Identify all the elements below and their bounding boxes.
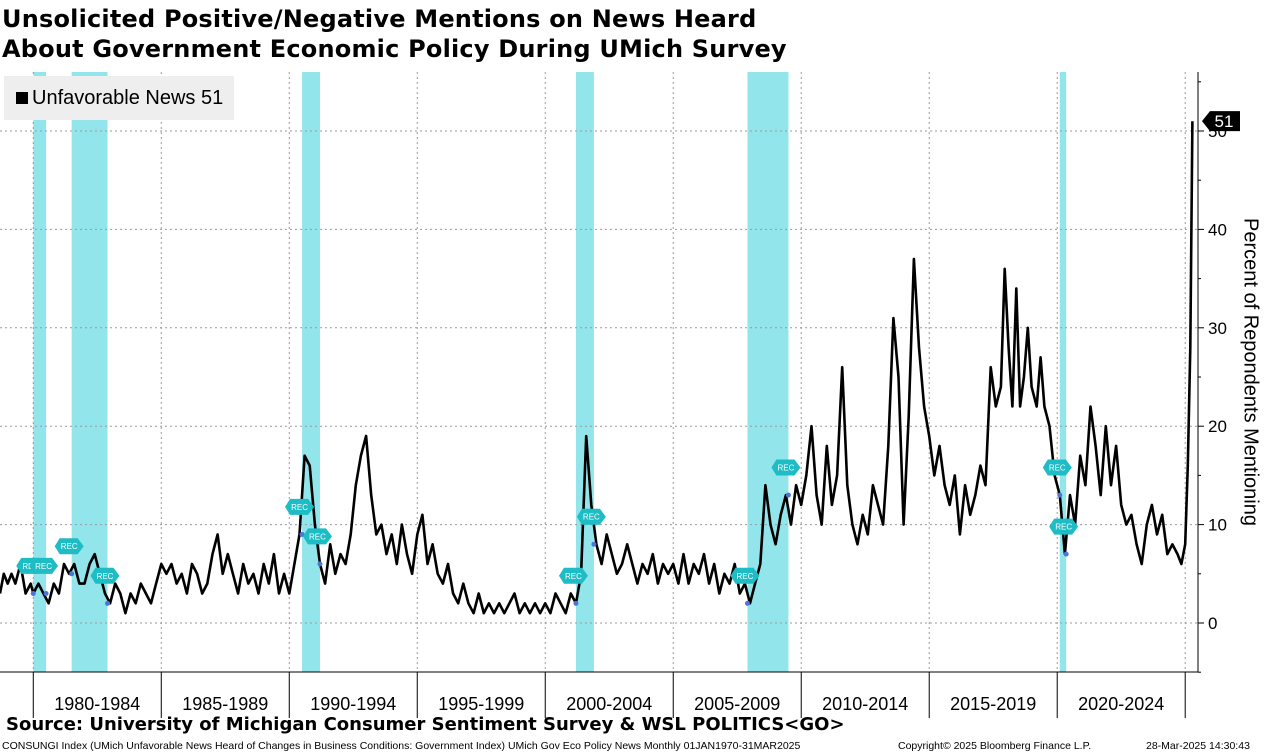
series-line-unfavorable-news <box>0 121 1194 615</box>
last-value-label: 51 <box>1215 112 1234 131</box>
footer-description: CONSUNGI Index (UMich Unfavorable News H… <box>2 740 801 752</box>
x-tick-label: 1980-1984 <box>54 694 140 714</box>
rec-marker-label: REC <box>97 572 114 581</box>
rec-point <box>573 600 579 606</box>
y-tick-label: 30 <box>1208 319 1227 338</box>
legend-swatch <box>16 92 28 104</box>
y-tick-label: 0 <box>1208 614 1217 633</box>
rec-point <box>299 531 305 537</box>
recession-band-0 <box>33 72 47 672</box>
rec-marker: REC <box>302 528 332 545</box>
x-tick-label: 1990-1994 <box>310 694 396 714</box>
y-axis-label: Percent of Repondents Mentioning <box>1239 218 1262 526</box>
chart-title-line-1: Unsolicited Positive/Negative Mentions o… <box>2 5 757 33</box>
rec-marker-label: REC <box>565 572 582 581</box>
legend[interactable]: Unfavorable News 51 <box>4 76 234 120</box>
rec-marker-shape <box>90 567 120 584</box>
rec-marker-label: REC <box>583 513 600 522</box>
rec-point <box>69 571 75 577</box>
recession-band-5 <box>1059 72 1067 672</box>
rec-point <box>105 600 111 606</box>
rec-marker-shape <box>771 459 801 476</box>
legend-label: Unfavorable News 51 <box>32 86 224 109</box>
rec-point <box>744 600 750 606</box>
rec-point <box>1063 551 1069 557</box>
rec-marker-label: REC <box>737 572 754 581</box>
x-tick-label: 2015-2019 <box>950 694 1036 714</box>
rec-marker: REC <box>90 567 120 584</box>
x-tick-label: 1985-1989 <box>182 694 268 714</box>
x-tick-label: 2010-2014 <box>822 694 908 714</box>
rec-marker-shape <box>285 498 315 515</box>
rec-point <box>591 541 597 547</box>
rec-point <box>317 561 323 567</box>
x-tick-label: 2005-2009 <box>694 694 780 714</box>
rec-marker: REC <box>771 459 801 476</box>
y-tick-label: 10 <box>1208 516 1227 535</box>
y-tick-label: 40 <box>1208 220 1227 239</box>
rec-marker-label: REC <box>291 503 308 512</box>
rec-marker-label: REC <box>35 562 52 571</box>
rec-marker: REC <box>576 508 606 525</box>
rec-marker-shape <box>302 528 332 545</box>
rec-marker-label: REC <box>777 464 794 473</box>
rec-marker-label: REC <box>309 532 326 541</box>
rec-marker: REC <box>1042 459 1072 476</box>
y-tick-label: 20 <box>1208 417 1227 436</box>
rec-marker-shape <box>1042 459 1072 476</box>
rec-marker-shape <box>29 557 59 574</box>
rec-marker: REC <box>730 567 760 584</box>
rec-marker-shape <box>1049 518 1079 535</box>
rec-marker-shape <box>558 567 588 584</box>
chart-title-line-2: About Government Economic Policy During … <box>2 35 787 63</box>
rec-point <box>1057 492 1063 498</box>
x-tick-label: 2020-2024 <box>1078 694 1164 714</box>
source-note: Source: University of Michigan Consumer … <box>6 714 845 735</box>
recession-band-2 <box>302 72 320 672</box>
last-value-badge <box>1202 111 1240 132</box>
rec-marker: REC <box>1049 518 1079 535</box>
footer-timestamp: 28-Mar-2025 14:30:43 <box>1146 740 1250 752</box>
rec-marker: REC <box>558 567 588 584</box>
rec-marker-label: REC <box>1049 464 1066 473</box>
rec-point <box>30 590 36 596</box>
footer-copyright: Copyright© 2025 Bloomberg Finance L.P. <box>898 740 1092 752</box>
x-tick-label: 2000-2004 <box>566 694 652 714</box>
rec-marker-label: REC <box>1055 523 1072 532</box>
rec-marker-shape <box>576 508 606 525</box>
rec-marker: REC <box>29 557 59 574</box>
rec-marker: REC <box>54 538 84 555</box>
x-tick-label: 1995-1999 <box>438 694 524 714</box>
rec-marker-label: REC <box>61 542 78 551</box>
rec-point <box>43 590 49 596</box>
chart-title: Unsolicited Positive/Negative Mentions o… <box>2 4 787 64</box>
rec-marker-shape <box>54 538 84 555</box>
rec-marker: REC <box>285 498 315 515</box>
rec-marker-shape <box>730 567 760 584</box>
rec-point <box>785 492 791 498</box>
